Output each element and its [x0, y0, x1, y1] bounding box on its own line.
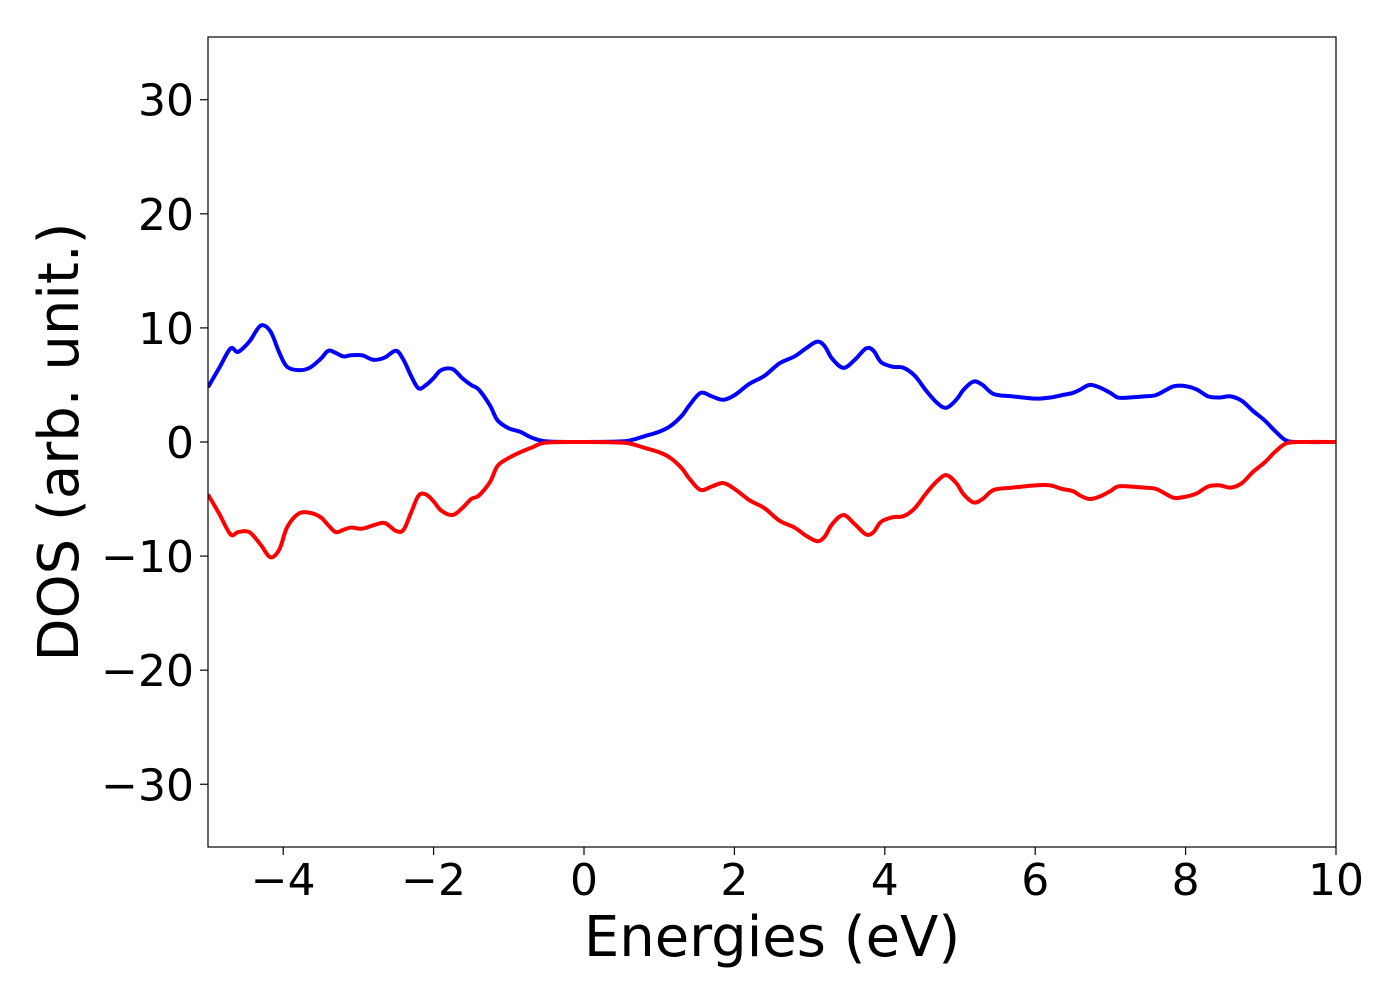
series-line-1: [208, 323, 1336, 445]
x-tick-label: 6: [1021, 855, 1049, 906]
series-layer: [208, 323, 1336, 560]
y-tick-label: −20: [101, 646, 194, 697]
x-tick-label: −4: [251, 855, 316, 906]
y-tick-label: −10: [101, 532, 194, 583]
x-tick-label: 8: [1172, 855, 1200, 906]
x-axis-title: Energies (eV): [584, 905, 960, 970]
series-line-2: [208, 439, 1336, 560]
x-tick-label: 10: [1308, 855, 1364, 906]
x-tick-label: 0: [570, 855, 598, 906]
y-tick-label: 30: [138, 76, 194, 127]
y-tick-label: 0: [166, 418, 194, 469]
x-tick-label: 4: [871, 855, 899, 906]
y-tick-label: 10: [138, 304, 194, 355]
x-tick-label: 2: [720, 855, 748, 906]
plot-frame: [207, 36, 1337, 848]
y-axis-title: DOS (arb. unit.): [27, 222, 92, 661]
x-tick-label: −2: [401, 855, 466, 906]
y-tick-label: −30: [101, 760, 194, 811]
y-tick-label: 20: [138, 190, 194, 241]
